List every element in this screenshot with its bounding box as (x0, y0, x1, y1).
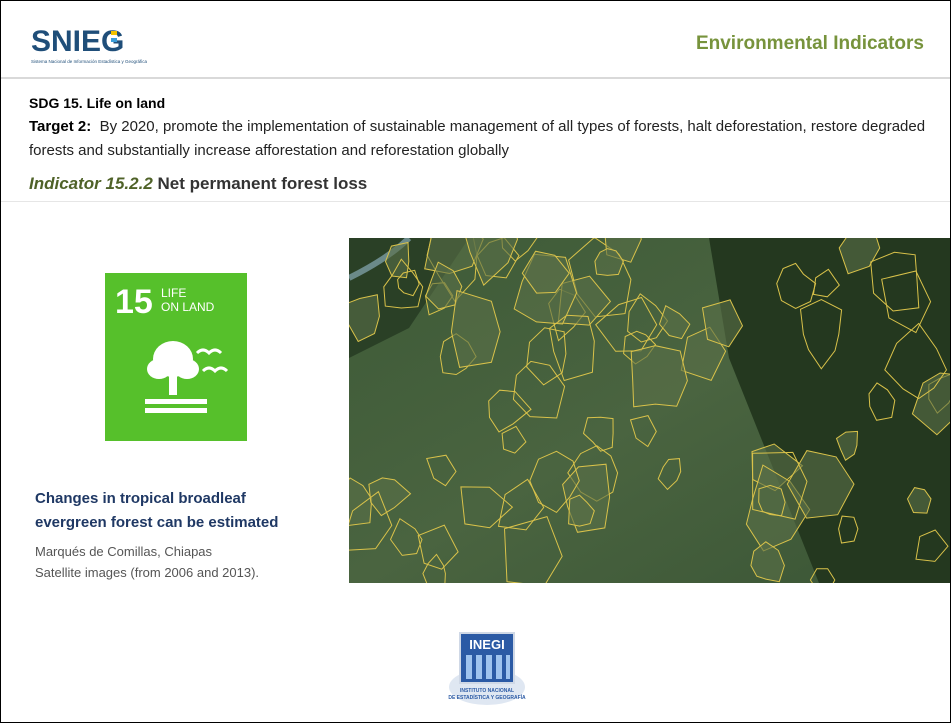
target-text: By 2020, promote the implementation of s… (29, 118, 926, 159)
field-outline (501, 425, 527, 454)
field-outline (450, 290, 501, 368)
icon-number: 15 (115, 283, 153, 321)
field-outline (776, 262, 817, 309)
field-outline (627, 293, 669, 343)
divider (1, 77, 950, 79)
inegi-name: INEGI (469, 637, 504, 652)
field-outline (349, 294, 380, 343)
caption-source: Satellite images (from 2006 and 2013). (35, 565, 260, 580)
field-outline (465, 238, 519, 286)
field-outline (838, 238, 881, 275)
field-outline (799, 299, 843, 370)
field-outline (658, 304, 691, 340)
field-outline (750, 541, 785, 583)
field-outline (488, 389, 532, 433)
inegi-line: INSTITUTO NACIONAL (460, 688, 514, 694)
field-outline (786, 450, 855, 519)
field-outline (838, 515, 859, 544)
logo-bar (111, 31, 117, 35)
caption: Marqués de Comillas, Chiapas Satellite i… (35, 541, 259, 583)
inegi-line: DE ESTADÍSTICA Y GEOGRAFÍA (448, 693, 526, 701)
field-outline (512, 360, 566, 419)
field-outline (906, 487, 932, 514)
field-outline (368, 477, 412, 517)
field-outline (526, 327, 567, 386)
field-outline (911, 372, 950, 436)
caption-location: Marqués de Comillas, Chiapas (35, 544, 213, 559)
field-outline (397, 269, 420, 297)
field-outline (497, 478, 545, 531)
field-outline (349, 477, 373, 526)
field-outline (529, 450, 580, 514)
forest-block (709, 238, 950, 583)
field-outline (835, 430, 859, 461)
satellite-image (349, 238, 950, 583)
field-outline (915, 529, 949, 562)
field-outline (425, 261, 463, 310)
field-outline (384, 241, 410, 279)
indicator: Indicator 15.2.2 Net permanent forest lo… (29, 174, 367, 194)
field-outline (521, 250, 570, 294)
tree-icon (145, 341, 229, 413)
logo-name: SNIEG (31, 25, 124, 58)
field-outline (460, 486, 514, 529)
indicator-name: Net permanent forest loss (157, 174, 368, 193)
field-outline (881, 270, 932, 334)
field-outline (503, 515, 563, 583)
field-outline (884, 322, 948, 400)
field-outline (426, 454, 457, 487)
field-outline (349, 490, 393, 551)
icon-text: ON LAND (161, 300, 215, 314)
field-outline (549, 314, 595, 382)
sdg-icon: 15 LIFE ON LAND (105, 273, 247, 441)
field-outline (809, 568, 836, 583)
field-outline (417, 524, 459, 570)
field-outline (870, 251, 920, 312)
field-outline (422, 553, 446, 583)
target: Target 2: By 2020, promote the implement… (29, 115, 944, 163)
field-outline (701, 299, 744, 348)
icon-text: LIFE (161, 286, 186, 300)
header-title: Environmental Indicators (695, 33, 924, 54)
field-outline (745, 464, 811, 552)
river (349, 238, 412, 281)
divider (1, 201, 950, 202)
snieg-logo: SNIEG Sistema Nacional de Información Es… (31, 25, 148, 64)
field-outline (629, 415, 657, 448)
inegi-logo: INEGI INSTITUTO NACIONAL DE ESTADÍSTICA … (448, 632, 526, 705)
field-outline (582, 416, 614, 452)
indicator-number: Indicator 15.2.2 (29, 174, 153, 193)
field-outline (594, 248, 624, 276)
field-outline (812, 268, 840, 298)
sdg-heading: SDG 15. Life on land (29, 95, 166, 111)
field-outline (383, 258, 424, 309)
field-outline (568, 494, 595, 527)
field-outline (868, 382, 896, 421)
field-outline (657, 458, 682, 491)
logo-subtitle: Sistema Nacional de Información Estadíst… (31, 59, 148, 64)
logo-bar (111, 38, 117, 42)
target-label: Target 2: (29, 118, 92, 135)
logo-pattern (466, 655, 510, 679)
field-outline (630, 345, 688, 408)
field-outline (501, 238, 538, 262)
field-outline (389, 517, 423, 556)
caption-heading-line: evergreen forest can be estimated (35, 514, 279, 531)
caption-heading: Changes in tropical broadleaf evergreen f… (35, 487, 278, 535)
caption-heading-line: Changes in tropical broadleaf (35, 490, 246, 507)
field-outline (752, 451, 808, 520)
